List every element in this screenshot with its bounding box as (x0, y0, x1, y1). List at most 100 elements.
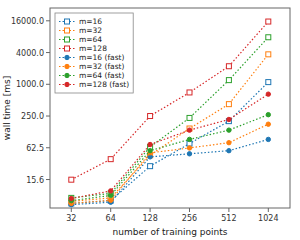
series-marker (148, 148, 152, 152)
series-line (71, 94, 268, 198)
x-tick-label: 1024 (258, 214, 278, 223)
x-tick-label: 128 (142, 214, 157, 223)
series-marker (226, 102, 231, 107)
series-marker (69, 196, 73, 200)
legend-marker (65, 46, 70, 51)
series-marker (266, 80, 271, 85)
series-marker (69, 177, 74, 182)
series (69, 35, 271, 201)
legend-marker (65, 28, 70, 33)
plot-frame (50, 8, 290, 208)
series-marker (148, 114, 153, 119)
x-tick-label: 512 (221, 214, 236, 223)
y-tick-label: 1000.0 (16, 80, 44, 89)
y-axis-label: wall time [ms] (2, 76, 12, 140)
y-tick-label: 16000.0 (11, 17, 44, 26)
legend-label: m=64 (79, 35, 102, 44)
series-line (71, 82, 268, 203)
legend-item: m=64 (fast) (59, 71, 125, 80)
series-line (71, 54, 268, 201)
x-tick (268, 208, 269, 212)
series (69, 92, 270, 201)
series-marker (108, 157, 113, 162)
legend-item: m=128 (59, 44, 107, 53)
legend-label: m=32 (79, 26, 102, 35)
series-marker (148, 164, 153, 169)
series (69, 19, 271, 182)
legend-box (55, 13, 133, 93)
legend-label: m=32 (fast) (79, 62, 125, 71)
x-tick (71, 208, 72, 212)
series-marker (227, 140, 231, 144)
series-line (71, 139, 268, 204)
plot-area (69, 19, 271, 207)
legend-item: m=32 (59, 26, 102, 35)
legend-marker (65, 73, 69, 77)
legend-marker (65, 82, 69, 86)
series-marker (108, 189, 112, 193)
series-marker (187, 115, 192, 120)
series (69, 52, 271, 204)
x-tick-label: 256 (182, 214, 197, 223)
series-marker (227, 117, 231, 121)
legend-label: m=16 (fast) (79, 53, 125, 62)
legend-item: m=64 (59, 35, 102, 44)
legend-item: m=16 (fast) (59, 53, 125, 62)
y-tick-label: 62.5 (26, 144, 44, 153)
series-marker (266, 122, 270, 126)
series-marker (266, 92, 270, 96)
axes: 32 64 128 256 512 1024 15.6 62.5 250.0 1000.0 4000… (11, 17, 279, 223)
series-marker (227, 148, 231, 152)
series-marker (108, 193, 112, 197)
x-tick-label: 64 (106, 214, 116, 223)
legend-label: m=64 (fast) (79, 71, 125, 80)
series (69, 112, 270, 202)
series (69, 80, 271, 206)
series-marker (266, 19, 271, 24)
series-marker (266, 112, 270, 116)
legend-label: m=128 (79, 44, 107, 53)
series-marker (226, 78, 231, 83)
y-tick-label: 4000.0 (16, 49, 44, 58)
series-marker (69, 195, 74, 200)
series-marker (187, 137, 191, 141)
y-tick (46, 116, 50, 117)
series-line (71, 37, 268, 198)
x-tick-label: 32 (66, 214, 76, 223)
series-marker (266, 52, 271, 57)
x-tick (228, 208, 229, 212)
legend-item: m=128 (fast) (59, 80, 129, 89)
legend-label: m=128 (fast) (79, 80, 129, 89)
legend-label: m=16 (79, 17, 102, 26)
legend-marker (65, 37, 70, 42)
series-marker (187, 128, 191, 132)
chart: 32 64 128 256 512 1024 15.6 62.5 250.0 1000.0 4000… (0, 0, 300, 240)
series-marker (187, 146, 191, 150)
series-line (71, 124, 268, 203)
y-tick (46, 147, 50, 148)
series-marker (187, 90, 192, 95)
series-line (71, 22, 268, 180)
series-line (71, 115, 268, 201)
legend-item: m=32 (fast) (59, 62, 125, 71)
x-tick (110, 208, 111, 212)
x-tick (189, 208, 190, 212)
x-axis-label: number of training points (113, 227, 228, 237)
y-tick-label: 15.6 (26, 176, 44, 185)
series-marker (266, 137, 270, 141)
legend-marker (65, 19, 70, 24)
y-tick (46, 20, 50, 21)
y-tick-label: 250.0 (21, 112, 44, 121)
series-marker (108, 198, 112, 202)
y-tick (46, 84, 50, 85)
series-marker (226, 64, 231, 69)
legend-marker (65, 64, 69, 68)
series-marker (187, 152, 191, 156)
legend: m=16m=32m=64m=128m=16 (fast)m=32 (fast)m… (55, 13, 133, 93)
x-tick (150, 208, 151, 212)
series-marker (227, 128, 231, 132)
series-marker (266, 35, 271, 40)
y-tick (46, 52, 50, 53)
legend-item: m=16 (59, 17, 102, 26)
legend-marker (65, 55, 69, 59)
